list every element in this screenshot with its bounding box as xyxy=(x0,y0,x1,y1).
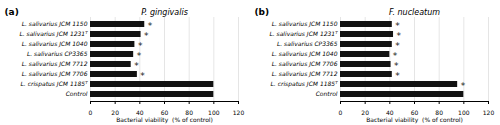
svg-text:*: * xyxy=(144,31,149,41)
svg-text:*: * xyxy=(393,51,398,61)
svg-text:L. salivarius JCM 7712: L. salivarius JCM 7712 xyxy=(22,60,88,68)
svg-text:F. nucleatum: F. nucleatum xyxy=(389,8,440,17)
svg-text:0: 0 xyxy=(89,109,93,116)
svg-text:*: * xyxy=(461,81,466,91)
svg-text:0: 0 xyxy=(339,109,343,116)
svg-text:Control: Control xyxy=(66,90,88,97)
svg-text:L. salivarius JCM 1150: L. salivarius JCM 1150 xyxy=(22,20,88,28)
svg-text:L. crispatus JCM 1185ᵀ: L. crispatus JCM 1185ᵀ xyxy=(20,80,88,88)
svg-text:*: * xyxy=(140,71,145,81)
svg-text:120: 120 xyxy=(483,109,495,116)
svg-text:Bacterial viability (% of con: Bacterial viability (% of control) xyxy=(366,116,463,124)
svg-text:L. salivarius JCM 1231ᵀ: L. salivarius JCM 1231ᵀ xyxy=(269,30,338,38)
svg-text:*: * xyxy=(395,71,400,81)
svg-text:*: * xyxy=(138,41,143,51)
svg-text:L. salivarius JCM 1040: L. salivarius JCM 1040 xyxy=(22,40,88,48)
svg-text:L. crispatus JCM 1185ᵀ: L. crispatus JCM 1185ᵀ xyxy=(270,80,338,88)
svg-text:80: 80 xyxy=(185,108,193,116)
svg-text:100: 100 xyxy=(208,108,220,116)
svg-text:20: 20 xyxy=(361,108,369,116)
svg-text:20: 20 xyxy=(111,108,119,116)
svg-text:Control: Control xyxy=(316,90,338,97)
svg-text:Bacterial viability (% of con: Bacterial viability (% of control) xyxy=(116,116,213,124)
svg-text:40: 40 xyxy=(136,108,144,116)
svg-text:L. salivarius JCM 7706: L. salivarius JCM 7706 xyxy=(272,60,338,68)
svg-text:*: * xyxy=(137,51,142,61)
svg-text:*: * xyxy=(395,21,400,31)
svg-text:L. salivarius CP3365: L. salivarius CP3365 xyxy=(277,40,338,47)
svg-text:P. gingivalis: P. gingivalis xyxy=(141,8,188,17)
svg-text:100: 100 xyxy=(458,108,470,116)
svg-text:80: 80 xyxy=(435,108,443,116)
svg-text:*: * xyxy=(134,61,139,71)
svg-text:L. salivarius JCM 1150: L. salivarius JCM 1150 xyxy=(272,20,338,28)
svg-text:120: 120 xyxy=(233,109,245,116)
svg-text:(a): (a) xyxy=(5,7,19,17)
svg-text:L. salivarius JCM 1231ᵀ: L. salivarius JCM 1231ᵀ xyxy=(19,30,88,38)
svg-text:*: * xyxy=(397,31,402,41)
svg-text:40: 40 xyxy=(386,108,394,116)
svg-text:*: * xyxy=(394,61,399,71)
svg-text:*: * xyxy=(395,41,400,51)
svg-text:60: 60 xyxy=(160,108,169,116)
svg-text:L. salivarius CP3365: L. salivarius CP3365 xyxy=(27,50,88,57)
svg-text:60: 60 xyxy=(410,108,419,116)
svg-text:L. salivarius JCM 7706: L. salivarius JCM 7706 xyxy=(22,70,88,78)
svg-text:(b): (b) xyxy=(255,7,270,17)
svg-text:L. salivarius JCM 1040: L. salivarius JCM 1040 xyxy=(272,50,338,58)
svg-text:*: * xyxy=(148,21,153,31)
svg-text:L. salivarius JCM 7712: L. salivarius JCM 7712 xyxy=(272,70,338,78)
